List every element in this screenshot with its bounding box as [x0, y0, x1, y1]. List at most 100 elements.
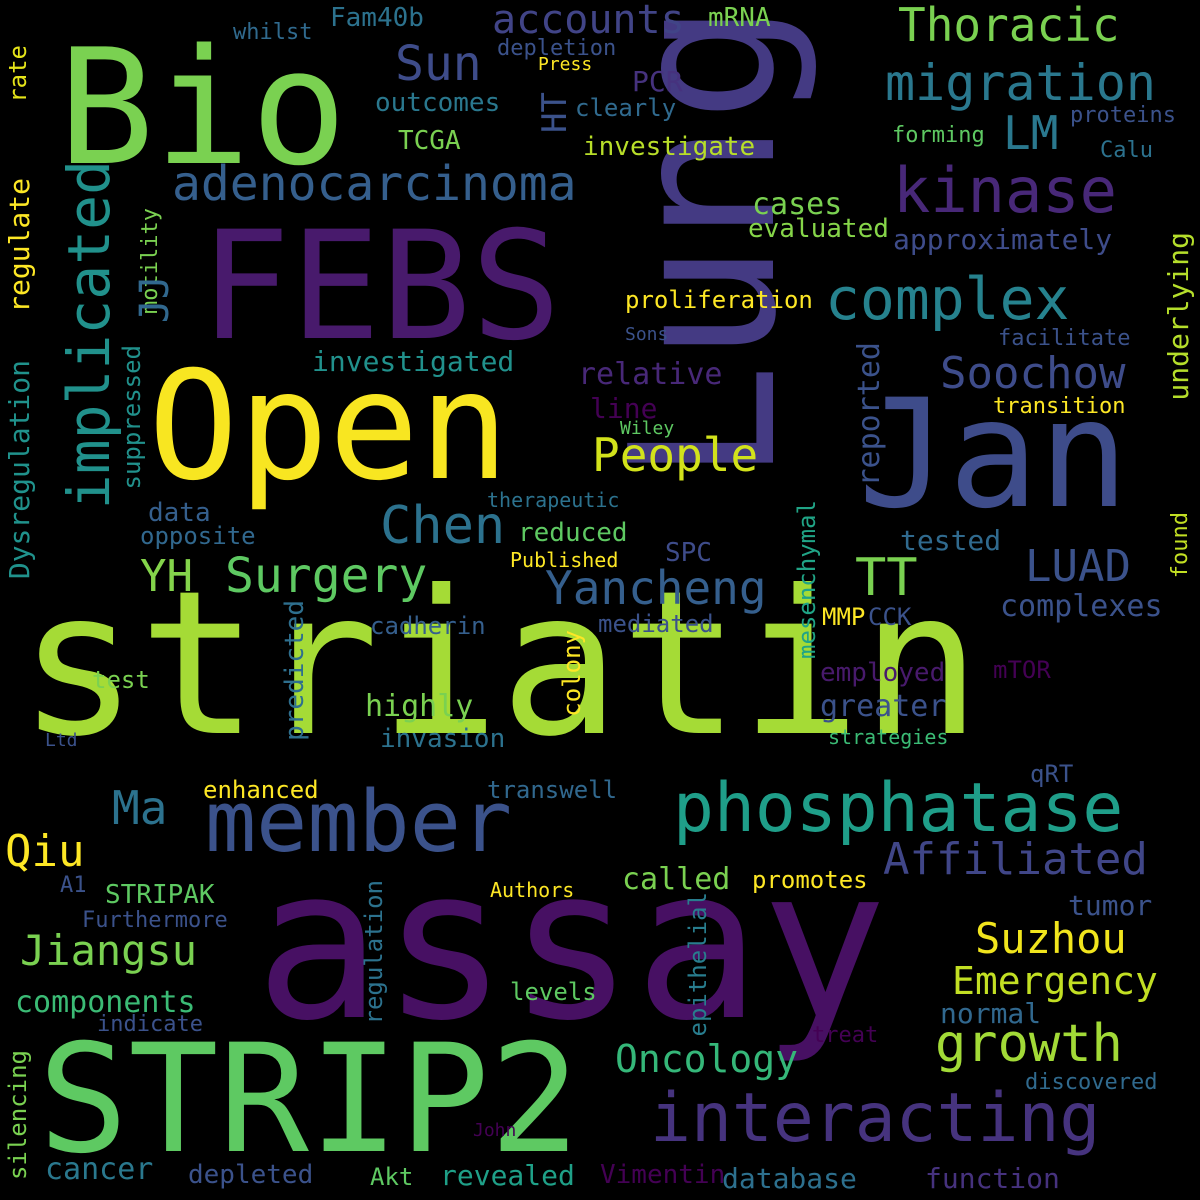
word-chen: Chen	[380, 496, 506, 556]
word-normal: normal	[940, 997, 1042, 1030]
word-revealed: revealed	[440, 1159, 575, 1192]
word-forming: forming	[892, 123, 985, 148]
word-kinase: kinase	[893, 154, 1117, 227]
word-suppressed: suppressed	[118, 345, 146, 490]
word-stripak: STRIPAK	[105, 880, 215, 910]
word-wiley: Wiley	[620, 418, 675, 439]
word-yh: YH	[140, 551, 193, 602]
word-tt: TT	[855, 548, 918, 608]
word-mmp: MMP	[822, 603, 866, 631]
word-bio: Bio	[58, 14, 347, 201]
word-open: Open	[148, 340, 510, 514]
word-treat: treat	[812, 1023, 879, 1048]
word-implicated: implicated	[55, 160, 123, 510]
word-ht: HT	[535, 92, 575, 133]
word-accounts: accounts	[492, 0, 685, 43]
word-reported: reported	[852, 342, 887, 487]
word-epithelial: epithelial	[684, 892, 712, 1037]
word-fam40b: Fam40b	[330, 3, 424, 33]
word-jiangsu: Jiangsu	[20, 926, 198, 975]
word-evaluated: evaluated	[748, 214, 889, 244]
word-oncology: Oncology	[615, 1037, 799, 1081]
word-relative: relative	[578, 357, 723, 392]
word-thoracic: Thoracic	[898, 0, 1120, 52]
word-cancer: cancer	[45, 1152, 154, 1187]
word-interacting: interacting	[650, 1079, 1101, 1158]
word-ltd: Ltd	[45, 730, 78, 751]
word-surgery: Surgery	[225, 548, 428, 604]
word-opposite: opposite	[140, 522, 256, 550]
word-adenocarcinoma: adenocarcinoma	[172, 156, 577, 212]
word-akt: Akt	[370, 1163, 414, 1191]
word-migration: migration	[885, 54, 1156, 112]
word-promotes: promotes	[752, 866, 868, 894]
word-whilst: whilst	[233, 20, 313, 45]
word-strip2: STRIP2	[38, 1013, 580, 1187]
word-colony: colony	[558, 630, 586, 717]
word-assay: assay	[255, 822, 888, 1067]
word-enhanced: enhanced	[203, 776, 319, 804]
word-proliferation: proliferation	[625, 286, 813, 314]
word-emergency: Emergency	[952, 959, 1158, 1003]
word-pcr: PCR	[632, 65, 683, 98]
word-authors: Authors	[490, 878, 575, 902]
word-indicate: indicate	[97, 1012, 203, 1037]
word-growth: growth	[935, 1014, 1123, 1074]
word-discovered: discovered	[1025, 1070, 1158, 1095]
word-jan: Jan	[858, 368, 1129, 542]
word-depletion: depletion	[497, 36, 617, 61]
word-furthermore: Furthermore	[82, 908, 228, 933]
word-cck: CCK	[868, 603, 912, 631]
word-published: Published	[510, 548, 619, 572]
word-people: People	[592, 428, 759, 482]
word-tcga: TCGA	[398, 126, 461, 156]
word-sons: Sons	[625, 324, 669, 345]
word-database: database	[722, 1162, 857, 1195]
word-proteins: proteins	[1070, 103, 1176, 128]
word-qiu: Qiu	[5, 826, 85, 877]
word-silencing: silencing	[4, 1050, 32, 1181]
word-test: test	[92, 666, 150, 694]
word-jj: JJ	[132, 275, 178, 324]
word-found: found	[1168, 512, 1193, 579]
word-transition: transition	[993, 394, 1126, 419]
word-invasion: invasion	[380, 724, 506, 754]
word-spc: SPC	[665, 538, 712, 568]
word-predicted: predicted	[280, 600, 310, 741]
word-mediated: mediated	[598, 610, 714, 638]
word-mesenchymal: mesenchymal	[793, 500, 821, 659]
word-line: line	[590, 392, 658, 425]
word-suzhou: Suzhou	[975, 914, 1127, 963]
word-luad: LUAD	[1025, 541, 1131, 592]
word-affiliated: Affiliated	[883, 834, 1148, 885]
word-complex: complex	[825, 265, 1070, 333]
word-febs: FEBS	[200, 200, 562, 374]
word-regulation: regulation	[360, 880, 388, 1025]
word-called: called	[622, 862, 731, 897]
word-member: member	[205, 773, 513, 872]
word-phosphatase: phosphatase	[673, 769, 1124, 848]
word-components: components	[15, 985, 196, 1020]
word-employed: employed	[820, 658, 946, 688]
word-mrna: mRNA	[708, 3, 771, 33]
word-therapeutic: therapeutic	[487, 488, 620, 512]
word-a1: A1	[60, 873, 87, 898]
word-cases: cases	[752, 187, 843, 222]
word-john: John	[473, 1120, 517, 1141]
word-yancheng: Yancheng	[545, 561, 767, 615]
word-press: Press	[538, 54, 593, 75]
word-clearly: clearly	[575, 94, 677, 122]
word-reduced: reduced	[518, 518, 628, 548]
word-data: data	[148, 498, 211, 528]
word-calu: Calu	[1100, 138, 1153, 163]
word-qrt: qRT	[1030, 760, 1074, 788]
word-regulate: regulate	[3, 178, 36, 313]
word-cadherin: cadherin	[370, 612, 486, 640]
word-ma: Ma	[112, 781, 168, 835]
word-tumor: tumor	[1068, 889, 1153, 922]
word-dysregulation: Dysregulation	[3, 360, 36, 580]
word-mtor: mTOR	[993, 656, 1051, 684]
word-levels: levels	[510, 978, 597, 1006]
word-greater: greater	[820, 689, 947, 724]
